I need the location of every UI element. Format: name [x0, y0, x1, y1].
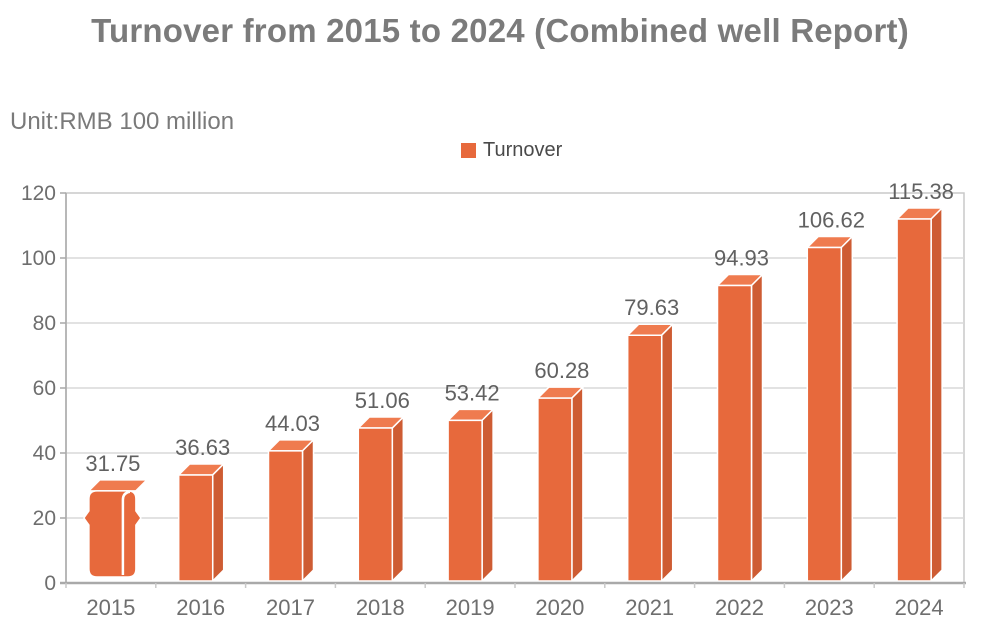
y-tick-label: 80 — [33, 312, 56, 335]
bar-value-label: 31.75 — [85, 451, 140, 476]
y-tick-label: 120 — [21, 182, 56, 205]
bar-front-face — [716, 284, 753, 582]
bar-side-face — [391, 416, 405, 582]
x-tick-label: 2023 — [805, 595, 854, 620]
bar-divider-line — [121, 490, 131, 575]
bar-front-face — [626, 334, 663, 582]
bar-side-face — [930, 207, 943, 582]
y-tick-label: 20 — [33, 507, 56, 530]
bar-value-label: 53.42 — [445, 380, 500, 405]
bar-2024 — [896, 207, 943, 582]
bar-value-label: 106.62 — [798, 207, 865, 232]
bar-2019 — [447, 408, 494, 582]
bar-front-face — [447, 419, 483, 582]
bar-front-face — [267, 450, 304, 582]
x-tick-label: 2024 — [895, 595, 944, 620]
y-tick-label: 60 — [33, 377, 56, 400]
bar-value-label: 60.28 — [534, 358, 589, 383]
bar-front-face — [83, 490, 142, 578]
bar-top-face — [88, 479, 148, 492]
bar-front-face — [537, 397, 573, 582]
bar-front-face — [357, 427, 394, 582]
bar-2021 — [626, 323, 674, 582]
x-tick-label: 2017 — [266, 595, 315, 620]
x-tick-label: 2016 — [176, 595, 225, 620]
bar-value-label: 94.93 — [714, 245, 769, 270]
bar-side-face — [571, 386, 584, 582]
bar-2023 — [806, 235, 854, 582]
legend-swatch-turnover — [461, 143, 476, 158]
bar-2022 — [716, 273, 764, 582]
x-tick-label: 2020 — [535, 595, 584, 620]
bar-2015 — [83, 479, 148, 578]
x-tick-label: 2015 — [86, 595, 135, 620]
unit-label: Unit:RMB 100 million — [10, 108, 235, 135]
bar-value-label: 51.06 — [355, 388, 410, 413]
bar-2017 — [267, 439, 315, 582]
bar-value-label: 36.63 — [175, 435, 230, 460]
bar-side-face — [481, 408, 494, 582]
y-tick-label: 40 — [33, 442, 56, 465]
bar-front-face — [806, 246, 843, 582]
bar-value-label: 115.38 — [888, 179, 954, 204]
x-tick-label: 2021 — [625, 595, 674, 620]
bar-side-face — [301, 439, 315, 582]
x-tick-label: 2018 — [356, 595, 405, 620]
y-tick-label: 0 — [44, 572, 56, 595]
legend: Turnover — [461, 139, 562, 162]
bar-side-face — [211, 463, 225, 582]
x-tick-label: 2019 — [446, 595, 495, 620]
legend-label-turnover: Turnover — [483, 139, 563, 161]
chart-title: Turnover from 2015 to 2024 (Combined wel… — [91, 12, 909, 49]
bar-2020 — [537, 386, 584, 582]
y-tick-label: 100 — [21, 247, 56, 270]
bar-2016 — [177, 463, 225, 582]
bar-value-label: 44.03 — [265, 411, 320, 436]
bar-front-face — [177, 474, 214, 582]
bar-2018 — [357, 416, 405, 582]
bar-side-face — [840, 235, 854, 582]
bar-side-face — [750, 273, 764, 582]
bar-value-label: 79.63 — [624, 295, 679, 320]
bar-front-face — [896, 218, 932, 582]
x-tick-label: 2022 — [715, 595, 764, 620]
bar-side-face — [660, 323, 674, 582]
